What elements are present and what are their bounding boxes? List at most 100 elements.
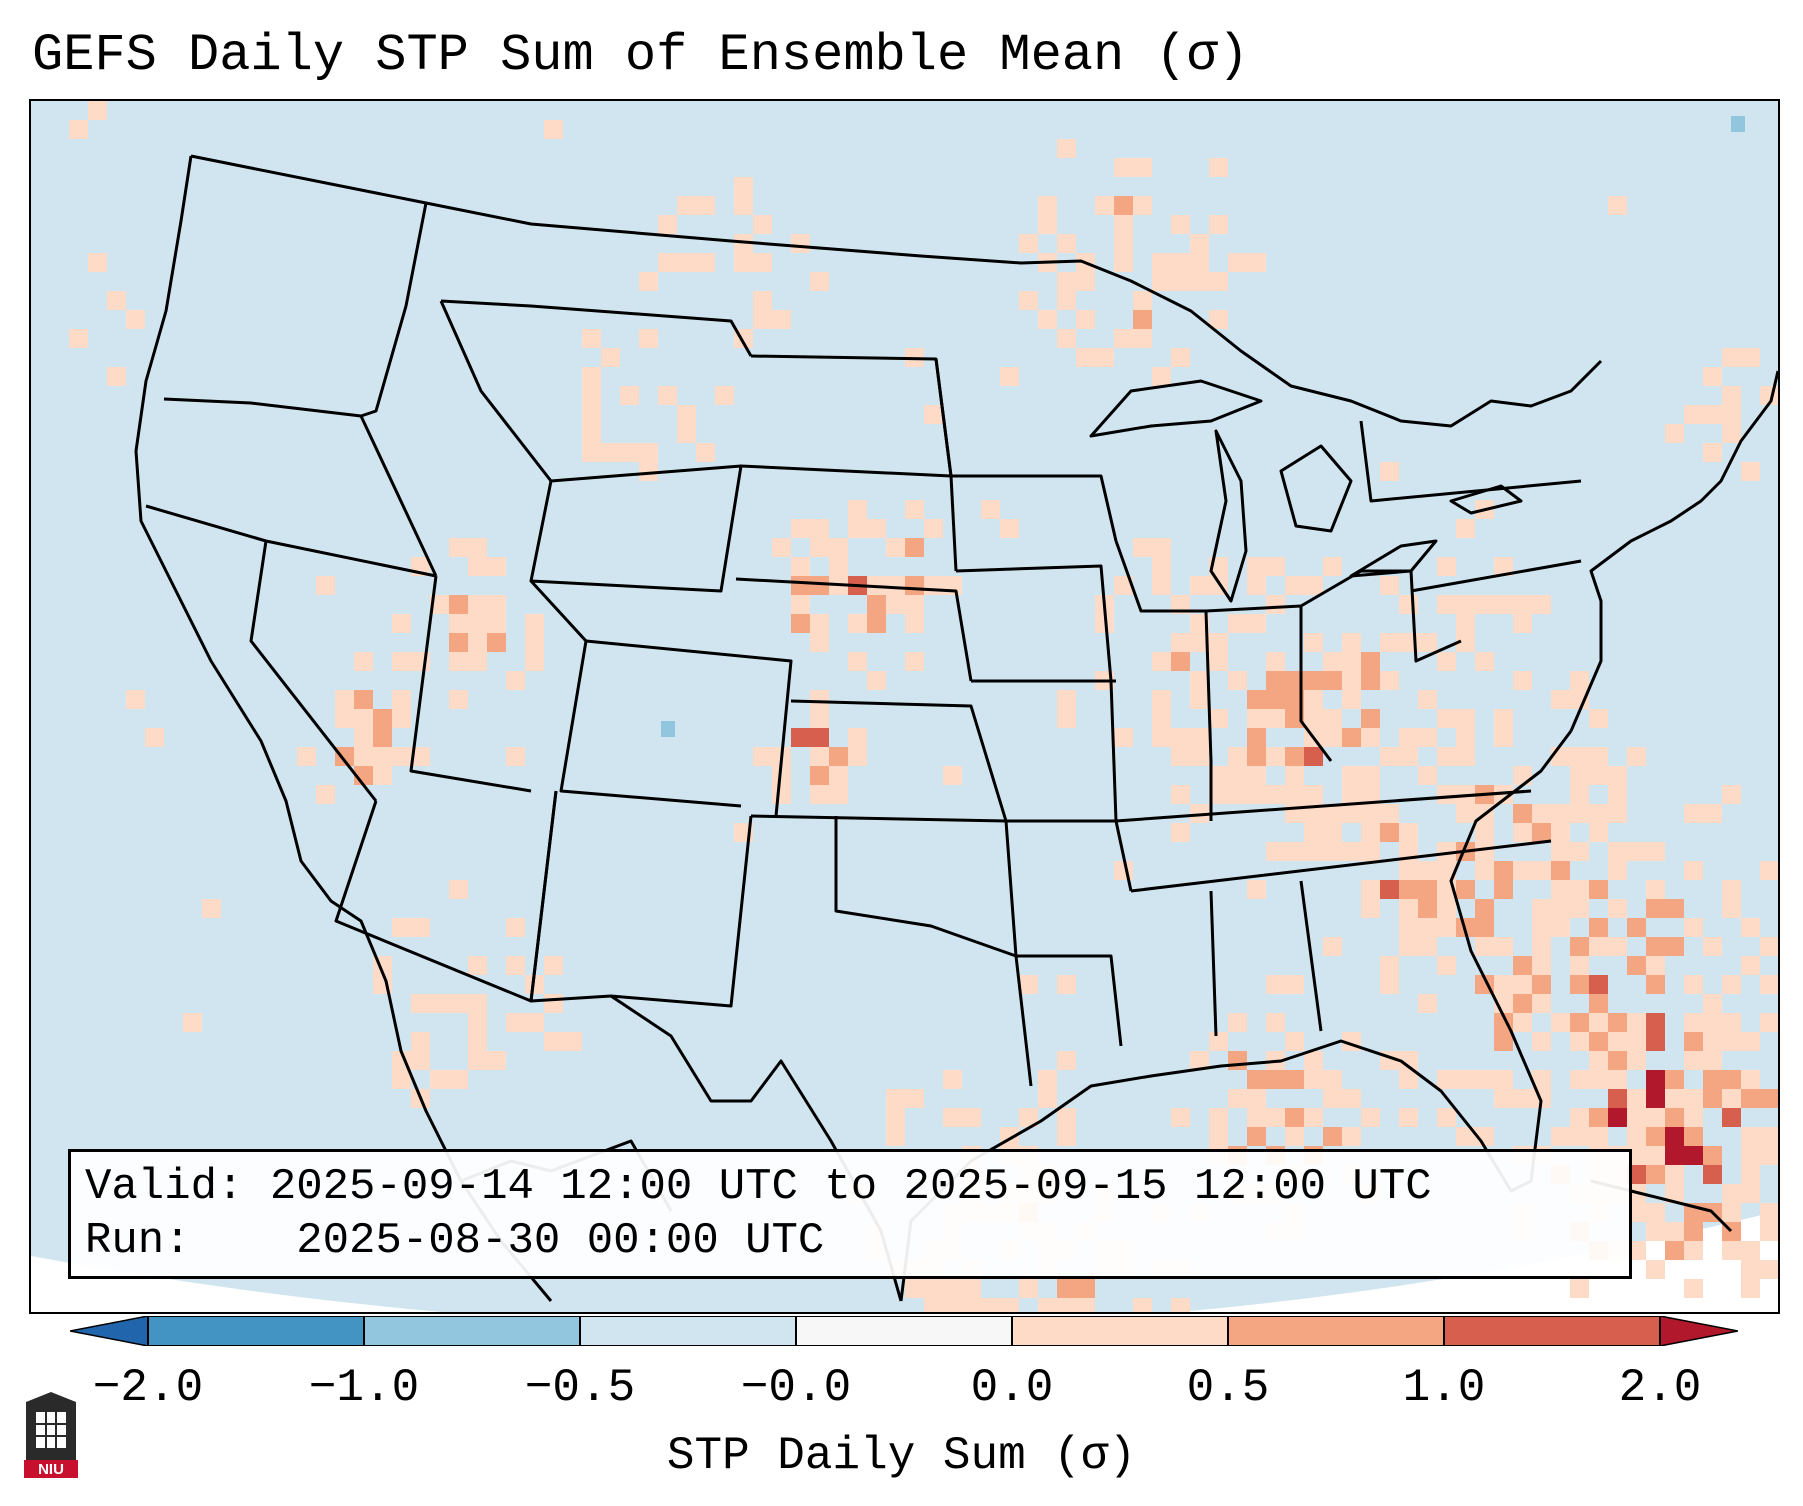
stp-cell bbox=[1038, 1298, 1057, 1312]
stp-cell bbox=[1722, 1108, 1741, 1127]
stp-cell bbox=[1437, 709, 1456, 728]
stp-cell bbox=[1722, 1203, 1741, 1222]
stp-cell bbox=[905, 1089, 924, 1108]
map-frame bbox=[29, 99, 1780, 1314]
stp-cell bbox=[1266, 1108, 1285, 1127]
stp-cell bbox=[753, 747, 772, 766]
stp-cell bbox=[1399, 861, 1418, 880]
stp-cell bbox=[1589, 1013, 1608, 1032]
stp-cell bbox=[1684, 405, 1703, 424]
stp-cell bbox=[962, 1298, 981, 1312]
stp-cell bbox=[1551, 899, 1570, 918]
stp-cell bbox=[1475, 595, 1494, 614]
colorbar-bin-neg1-neg05 bbox=[364, 1316, 580, 1346]
stp-cell bbox=[1570, 690, 1589, 709]
stp-cell bbox=[1399, 918, 1418, 937]
stp-cell bbox=[1475, 918, 1494, 937]
stp-cell bbox=[1247, 1070, 1266, 1089]
stp-cell bbox=[1361, 671, 1380, 690]
stp-cell bbox=[943, 1279, 962, 1298]
stp-cell bbox=[1570, 1108, 1589, 1127]
stp-cell bbox=[1646, 1165, 1665, 1184]
stp-cell bbox=[1570, 747, 1589, 766]
stp-cell bbox=[1551, 1013, 1570, 1032]
stp-cell bbox=[316, 785, 335, 804]
stp-cell bbox=[544, 956, 563, 975]
stp-cell bbox=[810, 766, 829, 785]
stp-cell bbox=[1285, 709, 1304, 728]
stp-cell bbox=[1703, 405, 1722, 424]
stp-cell bbox=[411, 747, 430, 766]
stp-cell bbox=[1019, 1279, 1038, 1298]
stp-cell bbox=[1646, 842, 1665, 861]
stp-cell bbox=[1722, 1241, 1741, 1260]
stp-cell bbox=[449, 880, 468, 899]
stp-cell bbox=[1247, 728, 1266, 747]
stp-cell bbox=[1456, 633, 1475, 652]
stp-cell bbox=[848, 500, 867, 519]
stp-cell bbox=[1114, 329, 1133, 348]
stp-cell bbox=[1646, 1013, 1665, 1032]
stp-cell bbox=[1399, 899, 1418, 918]
stp-cell bbox=[1570, 1279, 1589, 1298]
stp-cell bbox=[1475, 823, 1494, 842]
stp-cell bbox=[1171, 823, 1190, 842]
stp-cell bbox=[1589, 1070, 1608, 1089]
stp-cell bbox=[1171, 253, 1190, 272]
stp-cell bbox=[1399, 1051, 1418, 1070]
stp-cell bbox=[1247, 557, 1266, 576]
stp-cell bbox=[886, 576, 905, 595]
stp-cell bbox=[1323, 652, 1342, 671]
stp-cell bbox=[449, 633, 468, 652]
stp-cell bbox=[1589, 1127, 1608, 1146]
stp-cell bbox=[1589, 804, 1608, 823]
stp-cell bbox=[1323, 842, 1342, 861]
stp-cell bbox=[335, 747, 354, 766]
stp-cell bbox=[1494, 709, 1513, 728]
stp-cell bbox=[1171, 1298, 1190, 1312]
stp-cell bbox=[1437, 595, 1456, 614]
stp-cell bbox=[1456, 614, 1475, 633]
stp-cell bbox=[1589, 747, 1608, 766]
stp-cell bbox=[1627, 747, 1646, 766]
stp-cell bbox=[1418, 633, 1437, 652]
stp-cell bbox=[1570, 766, 1589, 785]
stp-cell bbox=[1437, 747, 1456, 766]
stp-cell bbox=[1646, 1260, 1665, 1279]
stp-cell bbox=[1380, 804, 1399, 823]
stp-cell bbox=[1608, 937, 1627, 956]
stp-cell bbox=[810, 519, 829, 538]
stp-cell bbox=[1741, 1241, 1760, 1260]
stp-cell bbox=[1057, 329, 1076, 348]
stp-cell bbox=[1095, 348, 1114, 367]
stp-cell bbox=[1513, 861, 1532, 880]
stp-cell bbox=[1646, 1146, 1665, 1165]
stp-cell bbox=[1209, 785, 1228, 804]
stp-cell bbox=[1437, 652, 1456, 671]
stp-cell bbox=[1741, 956, 1760, 975]
stp-cell bbox=[1608, 1051, 1627, 1070]
stp-cell bbox=[1171, 1108, 1190, 1127]
stp-cell bbox=[1665, 1222, 1684, 1241]
stp-cell bbox=[810, 272, 829, 291]
stp-cell bbox=[1342, 633, 1361, 652]
stp-cell bbox=[1646, 899, 1665, 918]
stp-cell bbox=[924, 519, 943, 538]
stp-cell bbox=[525, 975, 544, 994]
stp-cell bbox=[487, 595, 506, 614]
colorbar-bin-1-2 bbox=[1444, 1316, 1660, 1346]
stp-cell bbox=[1665, 1108, 1684, 1127]
stp-cell bbox=[905, 576, 924, 595]
stp-cell bbox=[1190, 747, 1209, 766]
stp-cell bbox=[468, 994, 487, 1013]
stp-cell bbox=[1703, 443, 1722, 462]
stp-cell bbox=[1114, 861, 1133, 880]
stp-cell bbox=[468, 1032, 487, 1051]
stp-cell bbox=[1627, 1089, 1646, 1108]
stp-cell bbox=[1323, 823, 1342, 842]
stp-cell bbox=[1437, 956, 1456, 975]
stp-cell bbox=[1760, 1013, 1778, 1032]
stp-cell bbox=[1437, 861, 1456, 880]
atlantic-coastline bbox=[1569, 370, 1778, 732]
stp-cell bbox=[1228, 614, 1247, 633]
